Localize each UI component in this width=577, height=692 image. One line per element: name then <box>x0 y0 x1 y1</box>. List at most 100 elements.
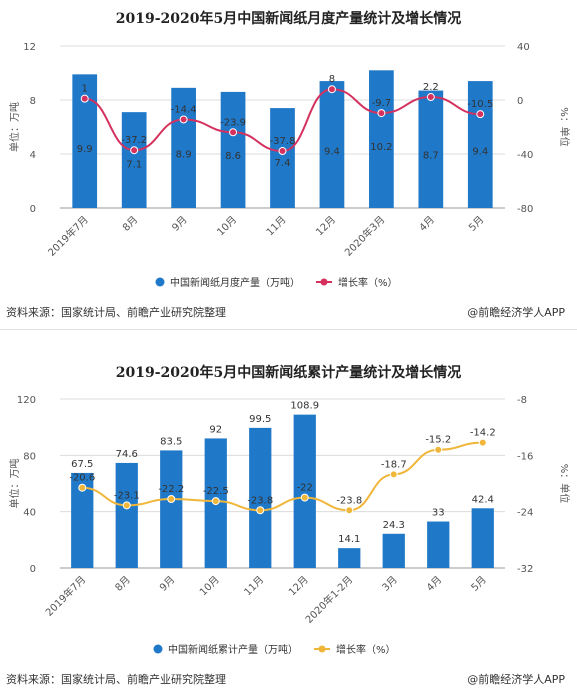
growth-rate-label: -15.2 <box>425 435 451 446</box>
x-tick-label: 10月 <box>197 574 222 599</box>
bar <box>160 450 183 568</box>
bar <box>293 414 316 568</box>
x-tick-label: 11月 <box>264 214 289 239</box>
y2-tick-label: -40 <box>517 150 533 161</box>
growth-rate-label: 1 <box>82 84 88 95</box>
bar-value-label: 9.9 <box>77 144 93 155</box>
bar <box>418 90 444 208</box>
bar <box>71 472 94 568</box>
monthly-output-chart-panel: 2019-2020年5月中国新闻纸月度产量统计及增长情况 0 4 8 12 -80 -40… <box>0 0 577 340</box>
growth-rate-point <box>478 438 487 447</box>
growth-rate-point <box>476 110 485 119</box>
y-tick-label: 12 <box>23 42 36 53</box>
bar-value-label: 108.9 <box>290 401 319 412</box>
y-tick-label: 0 <box>30 564 36 575</box>
growth-rate-point <box>78 483 87 492</box>
x-tick-label: 2020年1-2月 <box>302 573 355 626</box>
panel-divider <box>0 329 577 330</box>
x-tick-label: 5月 <box>469 574 489 594</box>
growth-rate-label: -10.5 <box>467 99 493 110</box>
chart-title: 2019-2020年5月中国新闻纸累计产量统计及增长情况 <box>115 365 462 381</box>
growth-rate-label: 2.2 <box>423 82 439 93</box>
bar-value-label: 14.1 <box>338 534 360 545</box>
y2-tick-label: 0 <box>517 96 523 107</box>
brand-credit: @前瞻经济学人APP <box>467 673 565 686</box>
growth-rate-point <box>130 146 139 155</box>
source-note: 资料来源：国家统计局、前瞻产业研究院整理 <box>6 673 226 686</box>
x-tick-label: 10月 <box>215 214 240 239</box>
cumulative-output-chart-panel: 2019-2020年5月中国新闻纸累计产量统计及增长情况 0 40 80 120 -32… <box>0 346 577 692</box>
bar <box>467 81 493 208</box>
bar <box>270 108 295 208</box>
y-tick-label: 4 <box>30 150 36 161</box>
y2-tick-label: -8 <box>517 395 527 406</box>
x-tick-label: 12月 <box>286 574 311 599</box>
growth-rate-label: -20.6 <box>69 473 95 484</box>
bar-value-label: 92 <box>209 424 222 435</box>
y2-axis-title: %：单位 <box>558 464 571 504</box>
bar-value-label: 8.9 <box>176 150 192 161</box>
growth-rate-point <box>426 93 435 102</box>
growth-rate-point <box>122 501 131 510</box>
x-tick-label: 9月 <box>157 574 177 594</box>
bar-value-label: 99.5 <box>249 414 271 425</box>
x-tick-label: 8月 <box>120 214 140 234</box>
monthly-output-chart: 0 4 8 12 -80 -40 0 40 单位：万吨 %：单位 2019年7月 8月 9月 10月 11月… <box>8 42 571 289</box>
bar-value-label: 33 <box>432 508 445 519</box>
x-tick-label: 3月 <box>380 574 400 594</box>
growth-rate-point <box>278 147 287 156</box>
bar-value-label: 7.1 <box>126 160 142 171</box>
bar <box>427 521 450 568</box>
growth-rate-point <box>80 94 89 103</box>
brand-credit: @前瞻经济学人APP <box>467 306 565 319</box>
growth-rate-label: -37.2 <box>121 135 147 146</box>
growth-rate-label: -23.8 <box>336 495 362 506</box>
growth-rate-label: -22.2 <box>158 484 184 495</box>
y-tick-label: 40 <box>23 508 36 519</box>
y-tick-label: 8 <box>30 96 36 107</box>
growth-rate-point <box>345 506 354 515</box>
bar-value-label: 8.7 <box>423 151 439 162</box>
bar <box>249 427 272 568</box>
growth-rate-point <box>389 470 398 479</box>
growth-rate-point <box>229 128 238 137</box>
growth-rate-label: -23.1 <box>114 490 140 501</box>
x-tick-label: 9月 <box>170 214 190 234</box>
y2-tick-label: -24 <box>517 508 533 519</box>
growth-rate-point <box>300 493 309 502</box>
bar <box>471 508 494 568</box>
x-tick-label: 8月 <box>113 574 133 594</box>
bar <box>171 87 196 208</box>
y-axis-title: 单位：万吨 <box>8 459 21 509</box>
x-tick-label: 2019年7月 <box>45 213 91 259</box>
cumulative-output-chart: 0 40 80 120 -32 -24 -16 -8 单位：万吨 %：单位 2019年7月 8月 9月 1… <box>8 395 571 656</box>
growth-rate-label: -18.7 <box>381 459 407 470</box>
y2-tick-label: 40 <box>517 42 530 53</box>
x-tick-label: 12月 <box>314 214 339 239</box>
growth-rate-label: 8 <box>329 74 335 85</box>
bar <box>382 533 405 568</box>
legend-line-dot <box>320 278 328 286</box>
bar-value-label: 67.5 <box>71 459 93 470</box>
y2-tick-label: -80 <box>517 204 533 215</box>
y2-axis-title: %：单位 <box>558 107 571 147</box>
bar <box>319 81 345 208</box>
bar-value-label: 83.5 <box>160 436 182 447</box>
growth-rate-point <box>211 497 220 506</box>
bar-value-label: 9.4 <box>472 147 488 158</box>
y-tick-label: 0 <box>30 204 36 215</box>
x-tick-label: 11月 <box>242 574 267 599</box>
growth-rate-label: -37.8 <box>270 136 296 147</box>
bar-value-label: 24.3 <box>383 520 405 531</box>
growth-rate-point <box>377 109 386 118</box>
bar <box>220 91 246 208</box>
bar-value-label: 8.6 <box>225 151 241 162</box>
source-note: 资料来源：国家统计局、前瞻产业研究院整理 <box>6 306 226 319</box>
bar-value-label: 7.4 <box>275 158 291 169</box>
x-tick-label: 4月 <box>424 574 444 594</box>
x-tick-label: 5月 <box>466 214 486 234</box>
chart-title: 2019-2020年5月中国新闻纸月度产量统计及增长情况 <box>115 11 462 27</box>
growth-rate-label: -9.7 <box>372 98 392 109</box>
bar-value-label: 10.2 <box>370 142 392 153</box>
legend-line-label: 增长率（%） <box>338 276 398 289</box>
